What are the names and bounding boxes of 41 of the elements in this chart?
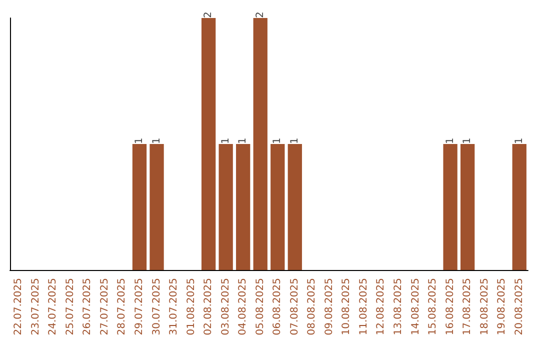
data-label: 2 [254,12,266,18]
x-tick-label: 04.08.2025 [238,278,249,336]
data-label: 1 [151,138,162,144]
x-tick-label: 19.08.2025 [496,278,508,336]
x-tick-label: 20.08.2025 [514,278,525,336]
x-tick-label: 12.08.2025 [376,278,387,336]
x-tick-label: 24.07.2025 [48,278,59,336]
x-tick-label: 16.08.2025 [444,278,456,336]
data-label: 1 [272,138,284,144]
x-tick-label: 02.08.2025 [203,278,214,336]
x-tick-label: 25.07.2025 [64,278,76,336]
x-tick-label: 10.08.2025 [341,278,352,336]
x-tick-label: 08.08.2025 [306,278,318,336]
data-label: 1 [238,138,249,144]
x-tick-label: 14.08.2025 [410,278,422,336]
x-tick-label: 30.07.2025 [151,278,162,336]
data-label: 1 [514,138,525,144]
x-tick-label: 03.08.2025 [220,278,232,336]
data-label: 2 [203,12,214,18]
x-tick-label: 31.07.2025 [168,278,180,336]
data-label: 1 [134,138,145,144]
data-label: 1 [289,138,300,144]
x-tick-label: 13.08.2025 [393,278,404,336]
x-tick-label: 28.07.2025 [116,278,128,336]
x-tick-label: 23.07.2025 [30,278,42,336]
x-tick-label: 01.08.2025 [186,278,197,336]
x-tick-label: 07.08.2025 [289,278,300,336]
x-tick-label: 27.07.2025 [99,278,110,336]
data-label: 1 [444,138,456,144]
data-label: 1 [220,138,232,144]
x-tick-label: 26.07.2025 [82,278,94,336]
x-tick-label: 11.08.2025 [358,278,370,336]
x-tick-label: 22.07.2025 [13,278,24,336]
x-tick-label: 17.08.2025 [462,278,474,336]
x-tick-label: 29.07.2025 [134,278,145,336]
x-tick-label: 18.08.2025 [479,278,490,336]
x-tick-label: 15.08.2025 [428,278,439,336]
x-tick-label: 05.08.2025 [254,278,266,336]
x-tick-label: 09.08.2025 [324,278,335,336]
data-label: 1 [462,138,474,144]
x-tick-label: 06.08.2025 [272,278,284,336]
